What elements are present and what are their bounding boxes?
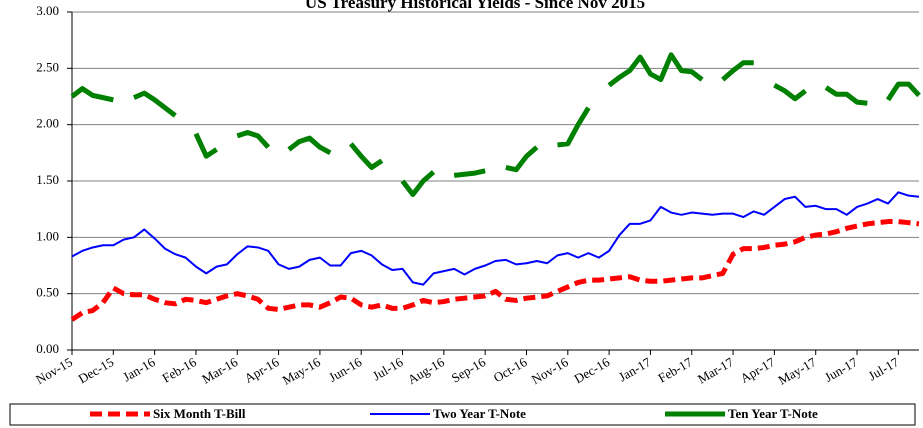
series-line — [71, 191, 920, 286]
y-tick-label: 1.00 — [36, 228, 59, 243]
y-tick-label: 0.50 — [36, 285, 59, 300]
y-tick-label: 3.00 — [36, 3, 59, 18]
series-line — [70, 219, 920, 322]
y-tick-label: 2.00 — [36, 116, 59, 131]
chart-title: US Treasury Historical Yields - Since No… — [305, 0, 645, 12]
legend-label: Ten Year T-Note — [728, 406, 818, 421]
y-tick-label: 2.50 — [36, 59, 59, 74]
legend-label: Two Year T-Note — [433, 406, 526, 421]
series-line — [70, 52, 921, 198]
legend — [9, 403, 916, 426]
y-tick-label: 1.50 — [36, 172, 59, 187]
legend-label: Six Month T-Bill — [153, 406, 246, 421]
y-tick-label: 0.00 — [36, 341, 59, 356]
